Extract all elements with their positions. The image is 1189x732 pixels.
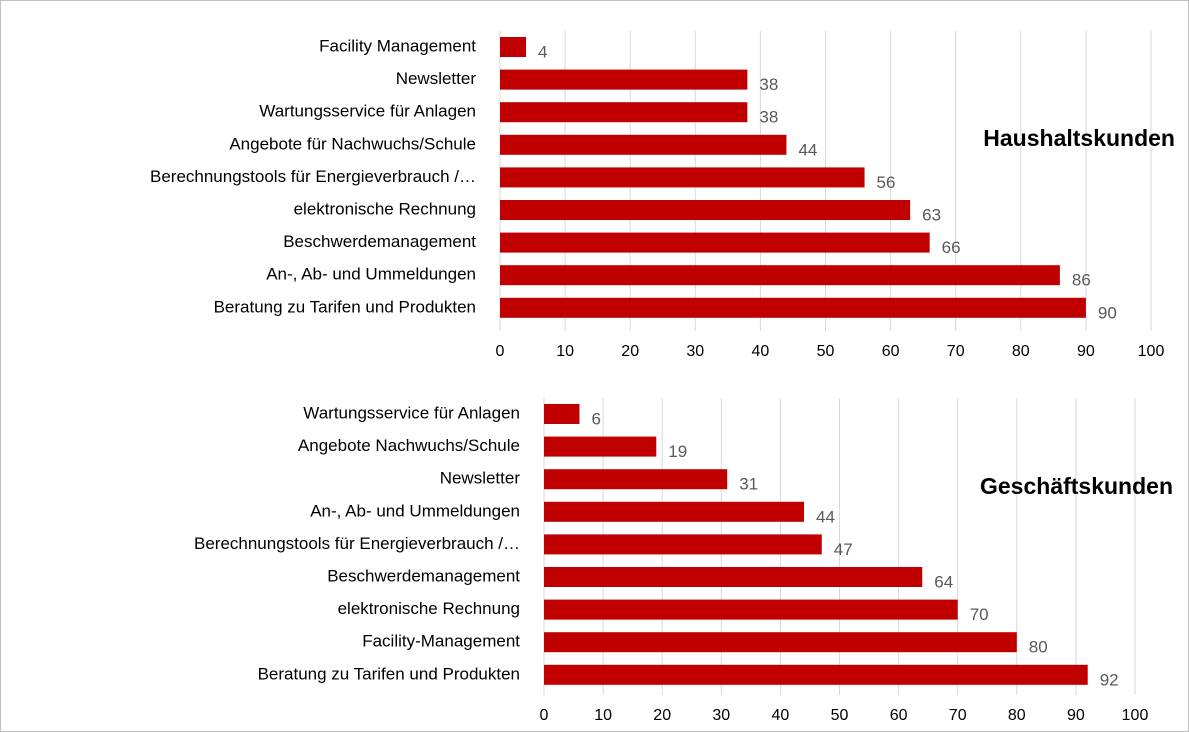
x-tick-label: 0 bbox=[540, 707, 549, 724]
x-tick-label: 70 bbox=[947, 343, 965, 360]
bar bbox=[544, 599, 958, 620]
bar bbox=[500, 232, 930, 253]
bar bbox=[544, 664, 1088, 685]
value-label: 44 bbox=[816, 507, 835, 526]
category-label: Angebote Nachwuchs/Schule bbox=[298, 436, 520, 455]
bar bbox=[500, 200, 911, 220]
x-tick-label: 20 bbox=[653, 707, 671, 724]
category-label: Wartungsservice für Anlagen bbox=[303, 403, 520, 422]
category-label: Facility Management bbox=[319, 36, 476, 55]
value-label: 6 bbox=[591, 409, 600, 428]
category-label: Beschwerdemanagement bbox=[327, 566, 520, 585]
value-label: 66 bbox=[942, 238, 961, 257]
value-label: 90 bbox=[1098, 303, 1117, 322]
value-label: 80 bbox=[1029, 638, 1048, 657]
value-label: 4 bbox=[538, 42, 547, 61]
x-tick-label: 90 bbox=[1077, 343, 1095, 360]
bar bbox=[500, 134, 787, 155]
value-label: 38 bbox=[759, 75, 778, 94]
x-tick-label: 80 bbox=[1008, 707, 1026, 724]
bar bbox=[544, 534, 822, 555]
x-tick-label: 100 bbox=[1122, 707, 1149, 724]
value-label: 56 bbox=[877, 173, 896, 192]
category-label: Newsletter bbox=[440, 469, 521, 488]
value-label: 38 bbox=[759, 108, 778, 127]
category-label: Facility-Management bbox=[362, 632, 520, 651]
value-label: 44 bbox=[798, 140, 817, 159]
x-tick-label: 50 bbox=[831, 707, 849, 724]
x-tick-label: 40 bbox=[772, 707, 790, 724]
x-tick-label: 10 bbox=[594, 707, 612, 724]
x-tick-label: 50 bbox=[817, 343, 835, 360]
x-tick-label: 20 bbox=[621, 343, 639, 360]
category-label: Berechnungstools für Energieverbrauch /… bbox=[150, 167, 476, 186]
x-tick-label: 80 bbox=[1012, 343, 1030, 360]
x-tick-label: 30 bbox=[712, 707, 730, 724]
value-label: 63 bbox=[922, 205, 941, 224]
bar bbox=[544, 436, 657, 457]
category-label: An-, Ab- und Ummeldungen bbox=[266, 265, 476, 284]
value-label: 31 bbox=[739, 475, 758, 494]
x-tick-label: 40 bbox=[752, 343, 770, 360]
category-label: elektronische Rechnung bbox=[338, 599, 520, 618]
category-label: Beschwerdemanagement bbox=[283, 232, 476, 251]
x-tick-label: 60 bbox=[882, 343, 900, 360]
x-tick-label: 10 bbox=[556, 343, 574, 360]
x-tick-label: 0 bbox=[496, 343, 505, 360]
value-label: 86 bbox=[1072, 271, 1091, 290]
value-label: 47 bbox=[834, 540, 853, 559]
value-label: 70 bbox=[970, 605, 989, 624]
bar bbox=[544, 469, 728, 490]
bar bbox=[500, 265, 1060, 286]
category-label: Beratung zu Tarifen und Produkten bbox=[258, 664, 520, 683]
bar bbox=[544, 501, 805, 522]
bar bbox=[544, 632, 1017, 653]
bar bbox=[500, 69, 748, 90]
bar bbox=[500, 102, 748, 123]
x-tick-label: 100 bbox=[1138, 343, 1165, 360]
x-tick-label: 30 bbox=[686, 343, 704, 360]
bar bbox=[544, 567, 923, 587]
x-tick-label: 90 bbox=[1067, 707, 1085, 724]
bar bbox=[500, 167, 865, 188]
annotation: Geschäftskunden bbox=[980, 473, 1173, 499]
bar bbox=[500, 37, 527, 57]
category-label: An-, Ab- und Ummeldungen bbox=[310, 501, 520, 520]
category-label: Beratung zu Tarifen und Produkten bbox=[214, 297, 476, 316]
category-label: elektronische Rechnung bbox=[294, 199, 476, 218]
category-label: Wartungsservice für Anlagen bbox=[259, 102, 476, 121]
category-label: Angebote für Nachwuchs/Schule bbox=[229, 134, 476, 153]
category-label: Newsletter bbox=[396, 69, 477, 88]
value-label: 64 bbox=[934, 572, 953, 591]
x-tick-label: 60 bbox=[890, 707, 908, 724]
value-label: 19 bbox=[668, 442, 687, 461]
category-label: Berechnungstools für Energieverbrauch /… bbox=[194, 534, 520, 553]
x-tick-label: 70 bbox=[949, 707, 967, 724]
value-label: 92 bbox=[1100, 670, 1119, 689]
bar bbox=[544, 404, 580, 424]
annotation: Haushaltskunden bbox=[983, 125, 1175, 151]
bar bbox=[500, 297, 1086, 318]
